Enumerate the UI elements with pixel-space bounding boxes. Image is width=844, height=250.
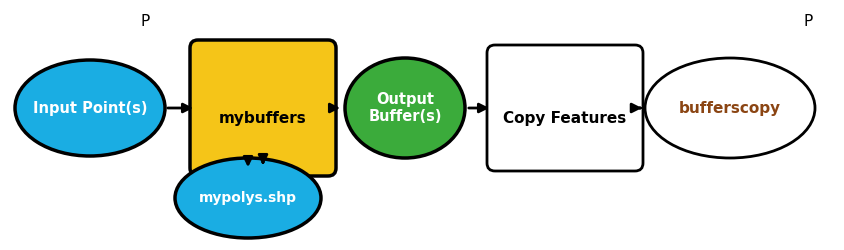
- Text: mypolys.shp: mypolys.shp: [199, 191, 297, 205]
- Ellipse shape: [15, 60, 165, 156]
- FancyBboxPatch shape: [190, 40, 336, 176]
- Text: P: P: [140, 14, 149, 30]
- FancyBboxPatch shape: [487, 45, 643, 171]
- Text: bufferscopy: bufferscopy: [679, 100, 781, 116]
- Text: mybuffers: mybuffers: [219, 110, 307, 126]
- Text: P: P: [803, 14, 813, 30]
- Text: Output
Buffer(s): Output Buffer(s): [368, 92, 441, 124]
- Text: Input Point(s): Input Point(s): [33, 100, 147, 116]
- Text: Copy Features: Copy Features: [503, 110, 626, 126]
- Ellipse shape: [175, 158, 321, 238]
- Ellipse shape: [345, 58, 465, 158]
- Ellipse shape: [645, 58, 815, 158]
